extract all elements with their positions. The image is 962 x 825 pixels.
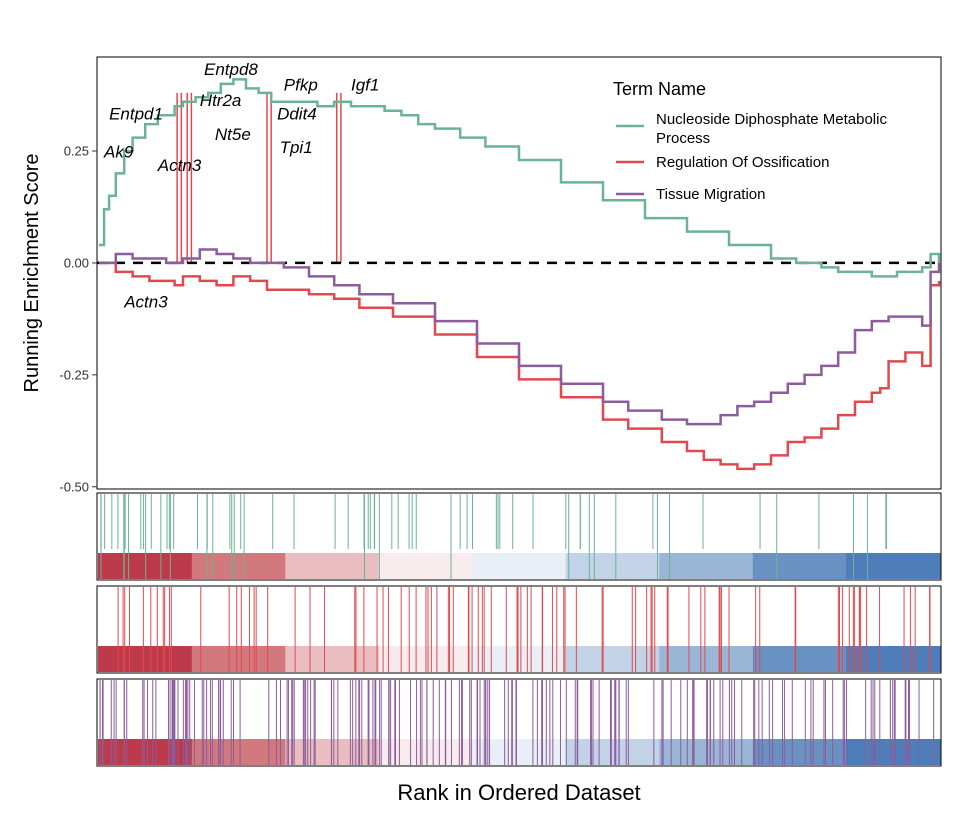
gradient-segment-0-2 <box>285 553 380 579</box>
gradient-segment-2-1 <box>191 739 286 765</box>
series-line-2 <box>99 248 941 426</box>
y-tick-label-0: 0.25 <box>64 144 89 159</box>
hit-ticks-1 <box>117 587 931 672</box>
gradient-segment-1-0 <box>98 646 193 672</box>
gene-label-6: Ddit4 <box>277 105 317 124</box>
hit-panel-0 <box>96 492 942 581</box>
gradient-segment-2-3 <box>378 739 473 765</box>
x-axis-title: Rank in Ordered Dataset <box>397 780 640 805</box>
legend: Term Name Nucleoside Diphosphate Metabol… <box>613 79 887 203</box>
gene-label-1: Htr2a <box>200 91 242 110</box>
gene-label-2: Pfkp <box>284 76 318 95</box>
hit-panels <box>96 492 942 767</box>
gradient-segment-1-7 <box>752 646 847 672</box>
gene-label-5: Nt5e <box>215 125 251 144</box>
gradient-segment-2-2 <box>285 739 380 765</box>
gradient-segment-0-4 <box>472 553 567 579</box>
y-axis-ticks: 0.25 0.00 -0.25 -0.50 <box>59 144 97 494</box>
gradient-segment-2-7 <box>752 739 847 765</box>
gradient-segment-1-2 <box>285 646 380 672</box>
gradient-segment-1-6 <box>659 646 754 672</box>
main-panel: Entpd8 Htr2a Pfkp Igf1 Entpd1 Nt5e Ddit4 Ak9 Tpi… <box>21 56 942 494</box>
gradient-segment-0-6 <box>659 553 754 579</box>
gradient-segment-2-5 <box>565 739 660 765</box>
rank-gradient-1 <box>98 646 941 672</box>
legend-label-nucleoside-line1: Nucleoside Diphosphate Metabolic <box>656 111 887 128</box>
legend-label-migration: Tissue Migration <box>656 186 765 203</box>
gene-vlines <box>176 92 342 263</box>
gradient-segment-0-8 <box>846 553 941 579</box>
main-panel-border <box>96 56 942 490</box>
hit-ticks-2 <box>99 680 935 765</box>
legend-label-ossification: Regulation Of Ossification <box>656 154 829 171</box>
series-line-0 <box>99 78 941 278</box>
gene-label-9: Actn3 <box>157 156 202 175</box>
y-tick-label-3: -0.50 <box>59 479 89 494</box>
gene-labels: Entpd8 Htr2a Pfkp Igf1 Entpd1 Nt5e Ddit4 Ak9 Tpi… <box>103 60 379 312</box>
hit-ticks-0 <box>100 494 887 579</box>
hit-panel-2 <box>96 678 942 767</box>
hit-panel-1 <box>96 585 942 674</box>
gradient-segment-0-0 <box>98 553 193 579</box>
rank-gradient-0 <box>98 553 941 579</box>
gene-label-0: Entpd8 <box>204 60 258 79</box>
gene-label-7: Ak9 <box>103 143 134 162</box>
rank-gradient-2 <box>98 739 941 765</box>
gradient-segment-0-3 <box>378 553 473 579</box>
gene-label-8: Tpi1 <box>280 138 313 157</box>
gradient-segment-1-8 <box>846 646 941 672</box>
gradient-segment-0-5 <box>565 553 660 579</box>
gradient-segment-2-8 <box>846 739 941 765</box>
gradient-segment-1-1 <box>191 646 286 672</box>
y-axis-title: Running Enrichment Score <box>21 153 43 392</box>
y-tick-label-1: 0.00 <box>64 255 89 270</box>
gradient-segment-0-1 <box>191 553 286 579</box>
gradient-segment-1-4 <box>472 646 567 672</box>
gradient-segment-0-7 <box>752 553 847 579</box>
y-tick-label-2: -0.25 <box>59 367 89 382</box>
gene-label-4: Entpd1 <box>109 105 163 124</box>
legend-label-nucleoside-line2: Process <box>656 130 710 147</box>
gradient-segment-1-5 <box>565 646 660 672</box>
series-line-1 <box>99 261 941 471</box>
legend-title: Term Name <box>613 79 706 99</box>
gene-label-10: Actn3 <box>123 293 168 312</box>
gene-label-3: Igf1 <box>351 76 379 95</box>
series-lines <box>99 78 941 471</box>
